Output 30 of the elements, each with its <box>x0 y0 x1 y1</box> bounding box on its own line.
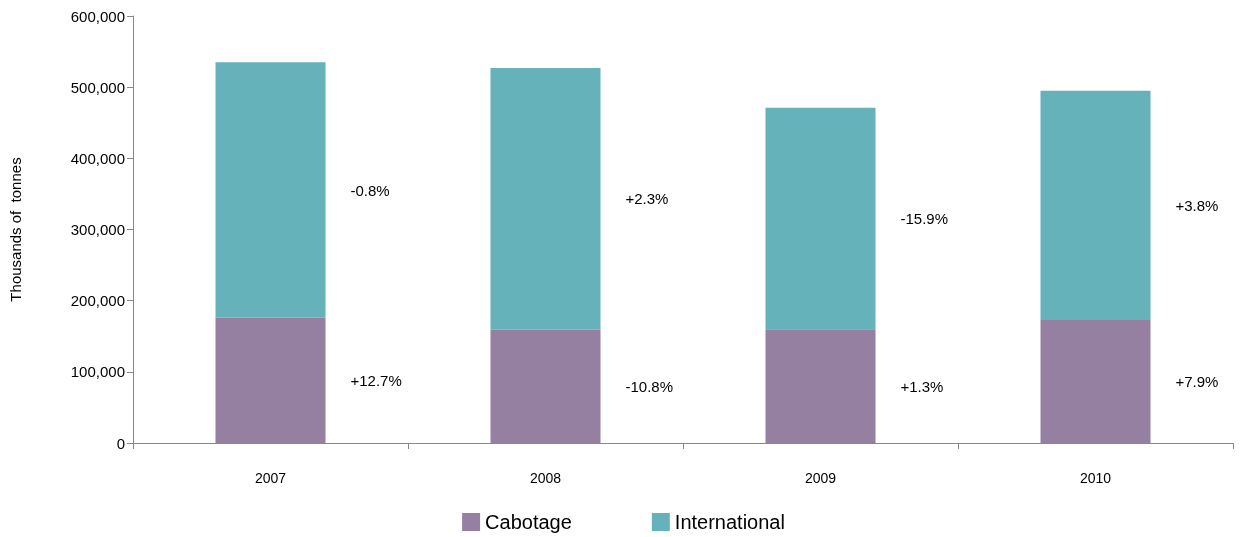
annotation: -10.8% <box>625 377 674 395</box>
legend-label: International <box>674 511 785 533</box>
y-tick-label: 0 <box>116 434 125 452</box>
x-tick-label: 2010 <box>1079 470 1112 486</box>
bar <box>1040 319 1151 443</box>
bar <box>765 107 876 330</box>
bar <box>490 329 601 443</box>
annotation: +12.7% <box>350 371 402 389</box>
y-tick-label: 300,000 <box>70 221 125 238</box>
bar <box>490 67 601 330</box>
y-tick-label: 400,000 <box>70 149 125 167</box>
y-tick-label: 100,000 <box>70 363 125 381</box>
y-tick-label: 200,000 <box>70 292 125 310</box>
annotation: +7.9% <box>1175 372 1219 390</box>
x-tick-label: 2007 <box>254 470 287 486</box>
x-tick-label: 2008 <box>529 470 562 486</box>
y-axis-title: Thousands of tonnes <box>7 157 24 302</box>
legend-label: Cabotage <box>485 511 572 533</box>
annotation: +3.8% <box>1175 196 1219 214</box>
y-tick-label: 600,000 <box>70 7 125 25</box>
y-tick-label: 500,000 <box>70 78 125 96</box>
bar <box>765 329 876 443</box>
bar <box>1040 90 1151 320</box>
bar <box>215 62 326 318</box>
annotation: -15.9% <box>900 209 949 227</box>
annotation: +1.3% <box>900 377 944 395</box>
annotation: -0.8% <box>350 181 390 199</box>
x-tick-label: 2009 <box>804 470 837 486</box>
annotation: +2.3% <box>625 190 669 208</box>
bar <box>215 317 326 443</box>
